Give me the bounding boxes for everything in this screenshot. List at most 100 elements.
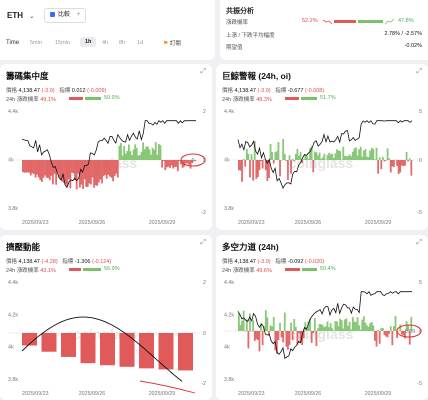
prob-label: 24h 漲跌機率: [222, 97, 255, 103]
histogram-bar: [126, 151, 129, 160]
histogram-bar: [121, 155, 124, 160]
histogram-bar: [245, 148, 248, 160]
histogram-bar: [33, 160, 35, 175]
histogram-bar: [241, 320, 243, 331]
histogram-bar: [241, 160, 243, 182]
histogram-bar: [282, 138, 285, 160]
histogram-bar: [402, 331, 405, 336]
x-axis-label: 2025/09/26: [79, 391, 106, 397]
trend-down-icon: [322, 19, 333, 25]
histogram-bar: [298, 155, 300, 160]
histogram-bar: [288, 155, 291, 160]
histogram-bar: [285, 331, 288, 347]
index-value: 0.012: [71, 88, 86, 94]
histogram-bar: [404, 331, 406, 339]
symbol-selector[interactable]: ETH ⌄: [7, 11, 34, 20]
histogram-bar: [350, 156, 353, 160]
y-axis-left-label: 4.4k: [8, 109, 18, 115]
momentum-line: [21, 316, 183, 382]
histogram-bar: [328, 327, 330, 331]
expand-icon[interactable]: ⤢: [416, 68, 422, 75]
compare-button[interactable]: 比較 +: [44, 8, 86, 23]
time-label: Time: [6, 40, 20, 46]
histogram-bar: [268, 160, 270, 178]
histogram-bar: [323, 327, 326, 331]
histogram-bar: [97, 160, 100, 183]
tab-1h[interactable]: 1h: [80, 37, 97, 47]
histogram-bar: [59, 160, 62, 180]
histogram-bar: [260, 160, 262, 162]
histogram-bar: [391, 331, 394, 346]
histogram-bar: [321, 325, 324, 331]
histogram-bar: [244, 160, 247, 167]
histogram-bar: [329, 323, 332, 331]
histogram-bar: [385, 331, 387, 337]
histogram-bar: [377, 329, 379, 331]
prob-bar-green: [85, 97, 101, 100]
histogram-bar: [350, 329, 353, 331]
price-change: (-3.9): [41, 88, 55, 94]
histogram-bar: [329, 154, 332, 160]
histogram-bar: [260, 323, 262, 331]
histogram-bar: [339, 150, 342, 160]
expand-icon[interactable]: ⤢: [416, 239, 422, 246]
prob-green: 50.9%: [104, 95, 120, 101]
histogram-bar: [399, 160, 402, 173]
index-label: 指標: [275, 88, 287, 94]
expand-icon[interactable]: ⤢: [200, 239, 206, 246]
consensus-title: 共振分析: [226, 8, 254, 15]
histogram-bar: [378, 331, 381, 344]
histogram-bar: [249, 160, 251, 178]
histogram-bar: [50, 160, 53, 176]
histogram-bar: [309, 318, 311, 331]
tab-8h[interactable]: 8h: [119, 40, 126, 46]
tab-5min[interactable]: 5min: [30, 40, 42, 46]
subscribe-button[interactable]: ⚑ 訂閱: [163, 39, 181, 47]
histogram-bar: [165, 160, 168, 168]
histogram-bar: [400, 160, 403, 166]
histogram-bar: [40, 160, 43, 182]
tab-1d[interactable]: 1d: [137, 40, 144, 46]
histogram-bar: [167, 160, 170, 167]
histogram-bar: [69, 160, 72, 189]
x-axis-label: 2025/09/23: [22, 220, 49, 226]
histogram-bar: [77, 160, 80, 174]
tab-4h[interactable]: 4h: [102, 40, 109, 46]
histogram-bar: [375, 147, 378, 160]
histogram-bar: [104, 160, 107, 175]
histogram-bar: [96, 160, 99, 186]
histogram-bar: [124, 153, 127, 160]
histogram-bar: [266, 160, 269, 181]
histogram-bar: [80, 333, 96, 364]
histogram-bar: [399, 324, 402, 331]
histogram-bar: [313, 317, 316, 331]
histogram-bar: [116, 160, 119, 178]
y-axis-right-label: 0: [203, 331, 206, 337]
histogram-bar: [31, 160, 34, 174]
tab-15min[interactable]: 15min: [55, 40, 70, 46]
prob-bar-green: [358, 20, 383, 23]
histogram-bar: [381, 156, 384, 160]
histogram-bar: [156, 154, 159, 160]
histogram-bar: [282, 331, 285, 343]
y-axis-left-label: 3.8k: [224, 206, 234, 212]
histogram-bar: [389, 326, 392, 331]
chart-panel-whale-alert: 巨鯨警報 (24h, oi) ⤢ 價格 4,138.47 (-3.9) 指標 -…: [216, 64, 428, 230]
prob-bar-red: [334, 20, 356, 23]
histogram-bar: [380, 160, 383, 170]
histogram-bar: [119, 333, 135, 367]
histogram-bar: [283, 312, 286, 331]
histogram-bar: [61, 160, 64, 182]
histogram-bar: [63, 160, 65, 184]
histogram-bar: [44, 160, 46, 176]
histogram-bar: [334, 153, 337, 160]
histogram-bar: [313, 151, 316, 160]
histogram-bar: [393, 326, 395, 331]
histogram-bar: [369, 150, 372, 160]
expand-icon[interactable]: ⤢: [200, 68, 206, 75]
x-axis-label: 2025/09/29: [149, 391, 176, 397]
histogram-bar: [374, 331, 376, 341]
histogram-bar: [337, 150, 340, 160]
histogram-bar: [178, 160, 181, 161]
histogram-bar: [269, 325, 272, 331]
